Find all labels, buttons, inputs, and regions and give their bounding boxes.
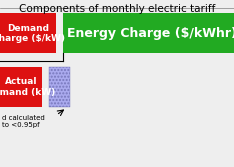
Bar <box>0 13 56 53</box>
Text: d calculated
to <0.95pf: d calculated to <0.95pf <box>2 115 45 128</box>
Text: Demand
Charge ($/kW): Demand Charge ($/kW) <box>0 24 65 43</box>
Bar <box>49 67 70 107</box>
Bar <box>0 67 42 107</box>
Text: Components of monthly electric tariff: Components of monthly electric tariff <box>19 4 215 14</box>
Text: Energy Charge ($/kWhr): Energy Charge ($/kWhr) <box>67 27 234 40</box>
Bar <box>63 13 234 53</box>
Text: Actual
Demand (kW): Actual Demand (kW) <box>0 77 56 97</box>
